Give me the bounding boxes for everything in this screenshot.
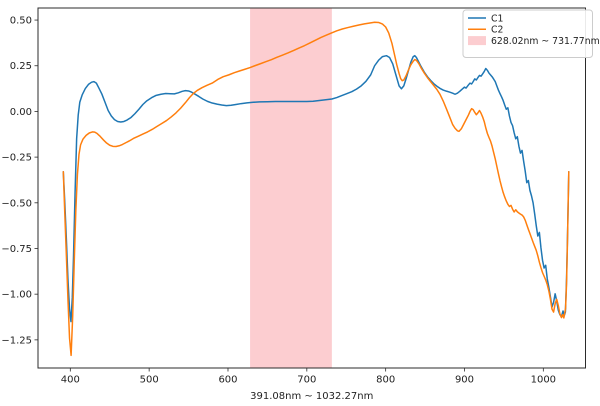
y-tick-label: −0.50 — [1, 198, 32, 209]
legend-label-c1: C1 — [491, 13, 503, 24]
x-tick-label: 900 — [455, 375, 474, 386]
x-tick-label: 700 — [297, 375, 316, 386]
legend-label-c2: C2 — [491, 25, 503, 36]
series-C2-line — [62, 21, 570, 357]
x-tick-label: 800 — [376, 375, 395, 386]
x-tick-label: 400 — [61, 375, 80, 386]
series-layer — [62, 21, 570, 357]
y-tick-label: 0.50 — [10, 16, 32, 27]
legend-swatch-patch-628-02nm-731-77nm — [468, 36, 486, 46]
y-tick-label: −0.25 — [1, 153, 32, 164]
x-tick-label: 600 — [218, 375, 237, 386]
y-tick-label: −0.75 — [1, 244, 32, 255]
y-tick-label: 0.00 — [10, 107, 32, 118]
highlight-band-layer — [250, 8, 332, 368]
x-tick-label: 1000 — [531, 375, 556, 386]
wavelength-highlight-band — [250, 8, 332, 368]
x-axis-label: 391.08nm ~ 1032.27nm — [250, 391, 373, 402]
y-tick-label: −1.00 — [1, 290, 32, 301]
axes-frame — [37, 7, 586, 369]
legend-label-628-02nm-731-77nm: 628.02nm ~ 731.77nm — [491, 36, 600, 47]
y-axis-ticks: 0.50 0.25 0.00 −0.25 −0.50 −0.75 −1.00 −1.25 — [1, 16, 38, 346]
x-tick-label: 500 — [140, 375, 159, 386]
legend-frame — [462, 9, 593, 58]
y-tick-label: 0.25 — [10, 61, 32, 72]
y-tick-label: −1.25 — [1, 335, 32, 346]
x-axis-ticks: 400 500 600 700 800 900 1000 — [61, 368, 556, 386]
